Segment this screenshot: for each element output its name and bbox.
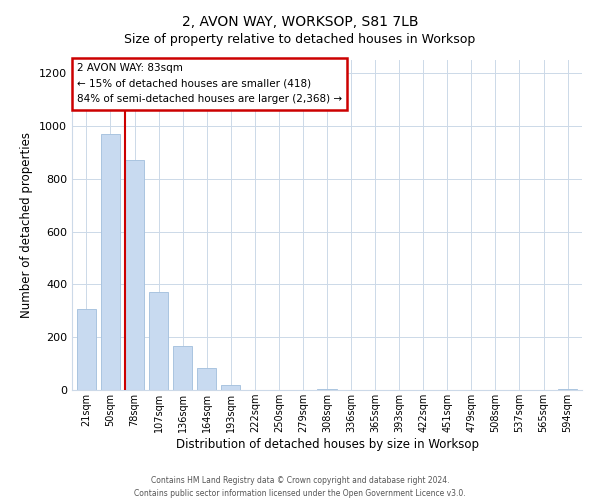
Bar	[125, 160, 144, 390]
Text: 2, AVON WAY, WORKSOP, S81 7LB: 2, AVON WAY, WORKSOP, S81 7LB	[182, 15, 418, 29]
Bar	[77, 308, 96, 390]
Bar	[317, 388, 337, 390]
Bar	[558, 388, 577, 390]
Bar	[149, 292, 168, 390]
X-axis label: Distribution of detached houses by size in Worksop: Distribution of detached houses by size …	[176, 438, 479, 451]
Y-axis label: Number of detached properties: Number of detached properties	[20, 132, 34, 318]
Bar	[101, 134, 120, 390]
Text: Contains HM Land Registry data © Crown copyright and database right 2024.
Contai: Contains HM Land Registry data © Crown c…	[134, 476, 466, 498]
Text: Size of property relative to detached houses in Worksop: Size of property relative to detached ho…	[124, 32, 476, 46]
Text: 2 AVON WAY: 83sqm
← 15% of detached houses are smaller (418)
84% of semi-detache: 2 AVON WAY: 83sqm ← 15% of detached hous…	[77, 64, 342, 104]
Bar	[221, 384, 241, 390]
Bar	[197, 368, 217, 390]
Bar	[173, 346, 192, 390]
